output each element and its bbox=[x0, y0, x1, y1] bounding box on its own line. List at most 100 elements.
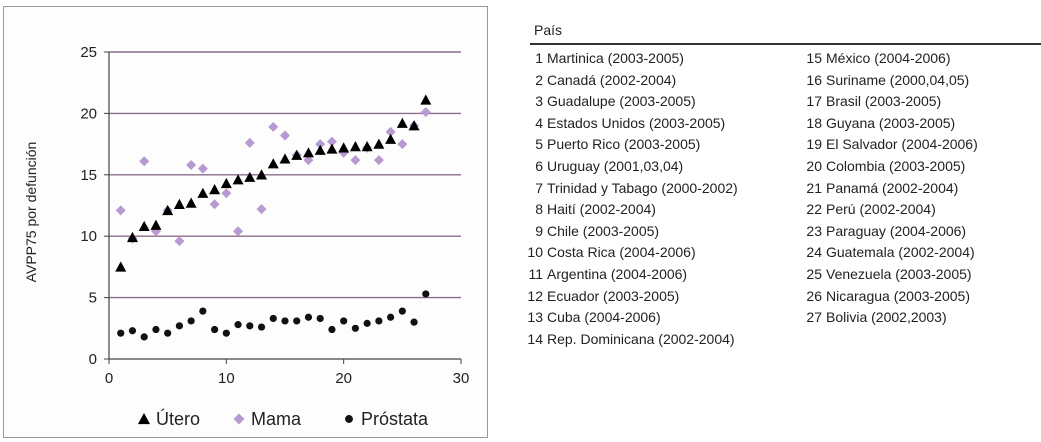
country-list-item: 21 Panamá (2002-2004) bbox=[805, 178, 978, 200]
country-list-item: 11 Argentina (2004-2006) bbox=[526, 264, 738, 286]
country-number: 24 bbox=[806, 244, 822, 261]
legend: Útero Mama Próstata bbox=[137, 408, 429, 429]
mama-point bbox=[268, 121, 279, 132]
prstata-point bbox=[328, 325, 336, 334]
chart-panel: 0 5 10 15 20 25 0 10 20 30 AVPP75 por defunción Ú… bbox=[3, 6, 488, 438]
prstata-point bbox=[140, 333, 148, 341]
country-list-item: 9 Chile (2003-2005) bbox=[526, 221, 738, 243]
country-number: 6 bbox=[535, 157, 543, 174]
tero-point bbox=[385, 133, 397, 144]
country-label: Haití (2002-2004) bbox=[547, 201, 656, 218]
tero-point bbox=[408, 120, 420, 131]
mama-point bbox=[197, 163, 208, 174]
country-list-item: 19 El Salvador (2004-2006) bbox=[805, 134, 977, 156]
tero-legend-marker bbox=[137, 412, 151, 425]
prstata-point bbox=[363, 319, 371, 327]
tero-point bbox=[373, 138, 385, 149]
tero-point bbox=[256, 169, 268, 180]
country-list-item: 25 Venezuela (2003-2005) bbox=[805, 264, 978, 286]
x-tick-label: 30 bbox=[453, 370, 470, 387]
prstata-point bbox=[117, 329, 125, 337]
prstata-point bbox=[222, 329, 230, 337]
tero-point bbox=[314, 144, 326, 155]
country-list-item: 7 Trinidad y Tabago (2000-2002) bbox=[526, 178, 738, 200]
tero-point bbox=[420, 94, 432, 105]
y-tick-label: 0 bbox=[89, 351, 97, 368]
country-number: 15 bbox=[806, 50, 822, 66]
country-label: Guadalupe (2003-2005) bbox=[547, 93, 696, 110]
tero-point bbox=[396, 117, 408, 128]
mama-point bbox=[280, 130, 290, 141]
country-label: México (2004-2006) bbox=[826, 50, 951, 66]
prstata-point bbox=[234, 321, 242, 329]
tero-point bbox=[126, 231, 138, 243]
prstata-point bbox=[175, 322, 183, 330]
country-label: Ecuador (2003-2005) bbox=[547, 287, 680, 304]
country-list-item: 20 Colombia (2003-2005) bbox=[805, 156, 978, 178]
country-list-item: 14 Rep. Dominicana (2002-2004) bbox=[526, 329, 738, 351]
tero-point bbox=[291, 149, 303, 160]
prstata-point bbox=[281, 317, 289, 325]
country-label: Trinidad y Tabago (2000-2002) bbox=[547, 179, 738, 196]
country-number: 8 bbox=[535, 201, 543, 218]
country-label: Argentina (2004-2006) bbox=[547, 265, 688, 282]
country-number: 5 bbox=[535, 136, 543, 153]
tero-point bbox=[150, 219, 162, 230]
tick-labels: 0 5 10 15 20 25 0 10 20 30 bbox=[80, 44, 469, 387]
country-list-item: 10 Costa Rica (2004-2006) bbox=[526, 242, 738, 264]
prstata-point bbox=[410, 318, 418, 326]
country-number: 18 bbox=[806, 114, 822, 131]
x-tick-label: 10 bbox=[218, 370, 235, 387]
prstata-point bbox=[375, 317, 383, 325]
country-number: 7 bbox=[535, 179, 543, 196]
country-list-item: 3 Guadalupe (2003-2005) bbox=[526, 91, 738, 113]
country-label: Guyana (2003-2005) bbox=[826, 114, 956, 131]
mama-point bbox=[373, 155, 384, 166]
country-number: 21 bbox=[806, 179, 822, 196]
x-tick-label: 20 bbox=[335, 370, 352, 387]
prstata-point bbox=[269, 314, 277, 323]
data-points bbox=[115, 94, 432, 341]
mama-point bbox=[420, 107, 431, 118]
country-list-item: 17 Brasil (2003-2005) bbox=[805, 91, 978, 113]
country-list-item: 26 Nicaragua (2003-2005) bbox=[805, 286, 978, 308]
prstata-point bbox=[128, 327, 137, 335]
country-number: 13 bbox=[527, 309, 543, 326]
country-label: Guatemala (2002-2004) bbox=[826, 244, 975, 261]
mama-point bbox=[115, 205, 126, 216]
country-number: 12 bbox=[527, 287, 543, 304]
country-list-item: 4 Estados Unidos (2003-2005) bbox=[526, 113, 738, 135]
tero-point bbox=[244, 171, 256, 182]
country-number: 20 bbox=[806, 157, 822, 174]
tero-point bbox=[326, 143, 338, 154]
country-label: Colombia (2003-2005) bbox=[826, 157, 966, 174]
country-number: 2 bbox=[535, 71, 543, 88]
country-legend-table: País 1 Martinica (2003-2005) 2 Canadá (2002… bbox=[522, 18, 1041, 418]
prstata-point bbox=[387, 313, 395, 321]
prstata-point bbox=[304, 313, 313, 321]
country-column-left: 1 Martinica (2003-2005) 2 Canadá (2002-2004… bbox=[526, 48, 738, 351]
country-list-item: 15 México (2004-2006) bbox=[805, 48, 978, 70]
country-number: 25 bbox=[806, 265, 822, 282]
country-list-item: 27 Bolivia (2002,2003) bbox=[805, 307, 978, 329]
mama-point bbox=[174, 236, 185, 247]
tero-point bbox=[138, 220, 150, 232]
tero-point bbox=[115, 261, 127, 272]
country-list-item: 1 Martinica (2003-2005) bbox=[526, 48, 738, 70]
tero-point bbox=[338, 142, 350, 153]
country-label: Nicaragua (2003-2005) bbox=[826, 287, 970, 304]
prstata-legend-marker bbox=[345, 415, 353, 423]
country-label: Uruguay (2001,03,04) bbox=[547, 157, 684, 174]
country-number: 3 bbox=[535, 93, 543, 110]
country-list-item: 24 Guatemala (2002-2004) bbox=[805, 242, 978, 264]
mama-point bbox=[209, 199, 220, 210]
country-number: 1 bbox=[535, 50, 543, 66]
mama-point bbox=[233, 226, 244, 237]
tero-point bbox=[267, 158, 279, 169]
tero-point bbox=[279, 153, 291, 164]
country-column-right: 15 México (2004-2006) 16 Suriname (2000,04,… bbox=[805, 48, 978, 329]
tero-point bbox=[209, 184, 221, 195]
country-list-item: 12 Ecuador (2003-2005) bbox=[526, 286, 738, 308]
country-label: Suriname (2000,04,05) bbox=[826, 71, 970, 88]
tero-point bbox=[197, 187, 209, 198]
